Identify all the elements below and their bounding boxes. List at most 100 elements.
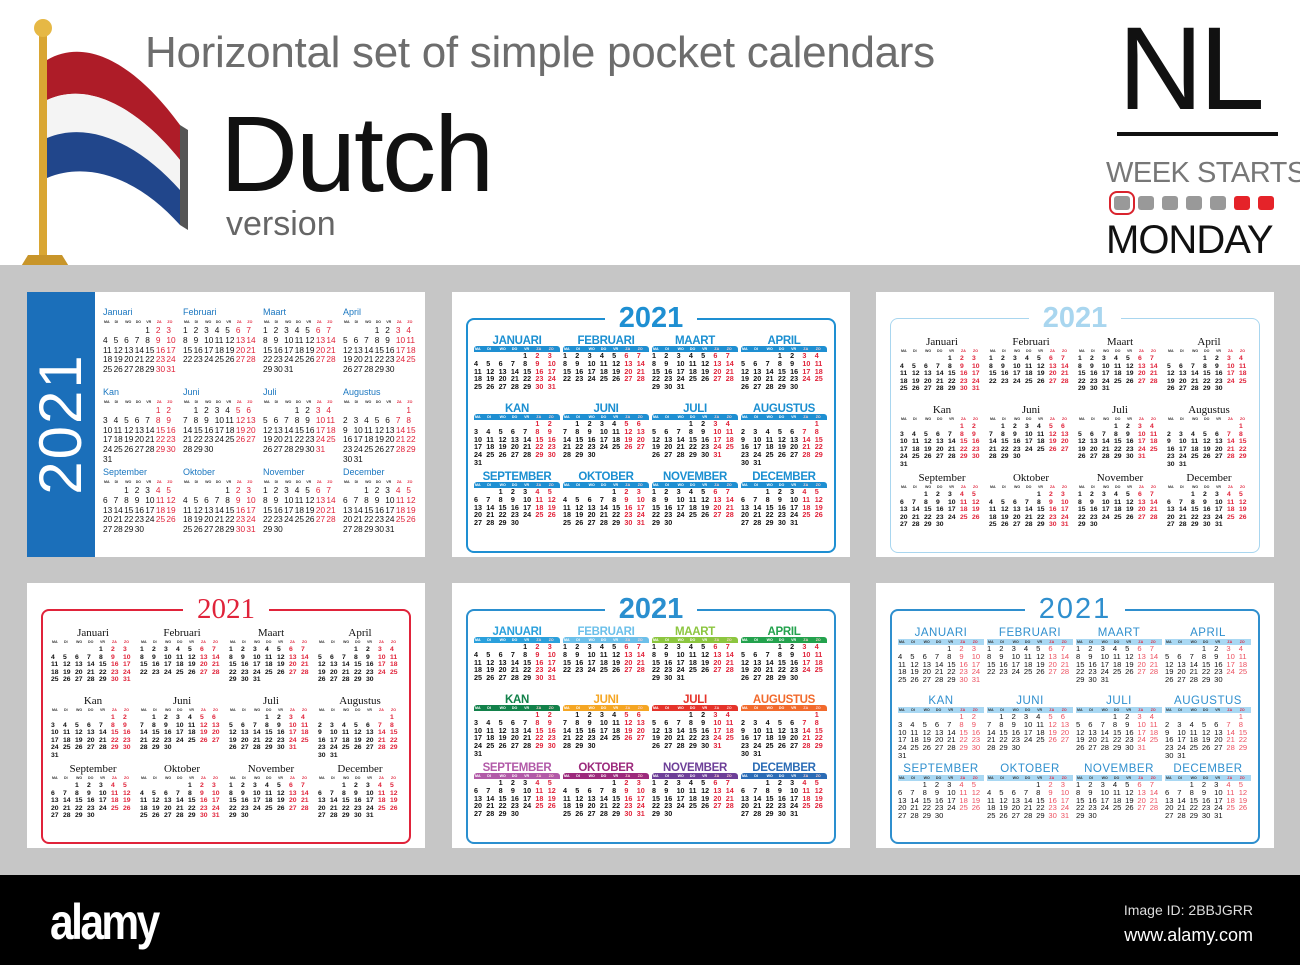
day-cell: 4 (599, 351, 604, 360)
day-cell: 18 (688, 502, 697, 512)
day-cell: 10 (353, 424, 363, 435)
day-cell: 13 (366, 729, 374, 737)
day-cell: 21 (523, 733, 532, 743)
day-cell: 7 (1150, 355, 1154, 362)
weekday-header: DO (778, 706, 785, 710)
day-cell: 16 (701, 434, 710, 444)
weekday-header: VR (1037, 640, 1043, 644)
day-cell: 3 (523, 778, 528, 787)
day-cell: 16 (1125, 727, 1134, 737)
day-cell: 24 (145, 514, 155, 525)
day-cell: 27 (289, 668, 297, 676)
month-block: JULI MA DI WO DO VR ZA ZO 1 2 3 4 5 6 7 8 9 10 11 12 13 14 15 1… (652, 403, 738, 459)
month-block: Maart MA DI WO DO VR ZA ZO 1 2 3 4 5 6 7 8 9 10 11 12 13 14 15… (229, 627, 313, 684)
weekday-header-row: MA DI WO DO VR ZA ZO (229, 707, 313, 714)
day-cell: 25 (1112, 667, 1122, 677)
day-cell: 18 (765, 733, 774, 743)
day-cell: 14 (987, 727, 996, 737)
day-cell: 6 (87, 721, 91, 729)
day-cell: 15 (183, 344, 193, 355)
weekday-header: DO (511, 415, 518, 419)
day-cell: 9 (510, 785, 515, 795)
weekday-header-row: MA DI WO DO VR ZA ZO (741, 705, 827, 711)
day-cell: 15 (1076, 795, 1085, 805)
day-grid: 1 2 3 4 5 6 7 8 9 10 11 12 13 14 15 16 17 18 19 20 21 22 23 24 2… (103, 325, 177, 375)
day-cell: 23 (575, 374, 584, 384)
day-cell: 27 (1090, 453, 1098, 461)
day-cell: 22 (575, 733, 584, 743)
weekday-header: DO (511, 774, 518, 778)
day-cell: 24 (587, 665, 596, 675)
day-cell: 15 (777, 366, 786, 376)
day-cell: 22 (1203, 377, 1211, 385)
day-cell: 30 (1013, 453, 1021, 461)
day-cell: 7 (342, 653, 346, 661)
day-cell: 28 (725, 374, 734, 384)
day-cell: 23 (701, 442, 710, 452)
day-cell: 12 (701, 358, 710, 368)
pocket-calendar-card: 2021 Januari MA DI WO DO VR ZA ZO 1 2 3 4 5 6 7 8 9 10 11 12… (27, 292, 425, 557)
month-block: Februari MA DI WO DO VR ZA ZO 1 2 3 4 5 6 7 8 9 10 11 12 13 1… (140, 627, 224, 676)
weekday-header: MA (319, 708, 325, 712)
day-cell: 9 (701, 717, 706, 727)
weekday-header: VR (367, 708, 372, 712)
day-cell: 6 (200, 646, 204, 653)
day-cell: 29 (263, 364, 273, 375)
day-cell: 9 (587, 426, 592, 436)
day-cell: 9 (354, 789, 358, 797)
day-cell: 29 (999, 743, 1008, 753)
day-cell: 15 (922, 795, 932, 805)
day-cell: 14 (145, 424, 155, 435)
day-cell: 24 (1060, 803, 1070, 813)
day-cell: 9 (318, 729, 322, 737)
day-cell: 6 (315, 325, 321, 335)
day-cell: 2 (1013, 423, 1017, 430)
page-title: Horizontal set of simple pocket calendar… (145, 28, 935, 77)
day-cell: 16 (777, 793, 786, 803)
day-cell: 4 (378, 782, 382, 789)
day-cell: 6 (924, 362, 928, 370)
day-cell: 25 (987, 811, 996, 821)
day-cell: 28 (802, 450, 811, 460)
day-cell: 18 (176, 661, 184, 669)
day-cell: 13 (498, 657, 507, 667)
day-cell: 31 (636, 518, 645, 528)
day-cell: 20 (1011, 803, 1021, 813)
day-cell: 29 (1189, 811, 1199, 821)
day-cell: 5 (1125, 644, 1130, 653)
day-cell: 7 (63, 789, 67, 797)
day-cell: 17 (289, 729, 297, 737)
weekday-header: DI (274, 480, 279, 484)
day-cell: 14 (176, 797, 184, 805)
weekday-header: VR (702, 638, 708, 642)
day-cell: 15 (124, 504, 134, 515)
day-cell: 4 (294, 325, 300, 335)
weekday-header-row: MA DI WO DO VR ZA ZO (563, 414, 649, 420)
day-cell: 5 (922, 719, 927, 729)
day-cell: 31 (474, 457, 482, 467)
day-cell: 20 (753, 665, 762, 675)
day-cell: 6 (241, 721, 245, 729)
day-cell: 2 (200, 782, 204, 789)
day-cell: 22 (652, 665, 660, 675)
day-cell: 31 (1179, 460, 1187, 468)
weekday-header: MA (319, 640, 325, 644)
day-cell: 29 (229, 812, 237, 820)
day-cell: 19 (486, 665, 495, 675)
weekday-header: ZA (236, 320, 242, 324)
day-grid: 1 2 3 4 5 6 7 8 9 10 11 12 13 14 15 16 17 18 19 20 21 22 23 24 2… (1076, 781, 1162, 820)
day-cell: 21 (936, 377, 944, 385)
day-cell: 29 (1238, 743, 1248, 753)
day-cell: 18 (63, 736, 71, 744)
day-cell: 28 (599, 809, 608, 819)
day-grid: 1 2 3 4 5 6 7 8 9 10 11 12 13 14 15 16 17 18 19 20 21 22 23 24 2… (343, 325, 417, 375)
day-cell: 7 (486, 785, 491, 795)
weekday-header: VR (306, 400, 312, 404)
day-cell: 13 (790, 725, 799, 735)
day-cell: 30 (741, 457, 749, 467)
day-cell: 9 (193, 334, 199, 345)
day-cell: 20 (241, 736, 249, 744)
day-cell: 19 (152, 804, 160, 812)
day-cell: 19 (652, 442, 660, 452)
day-cell: 1 (1078, 355, 1082, 362)
